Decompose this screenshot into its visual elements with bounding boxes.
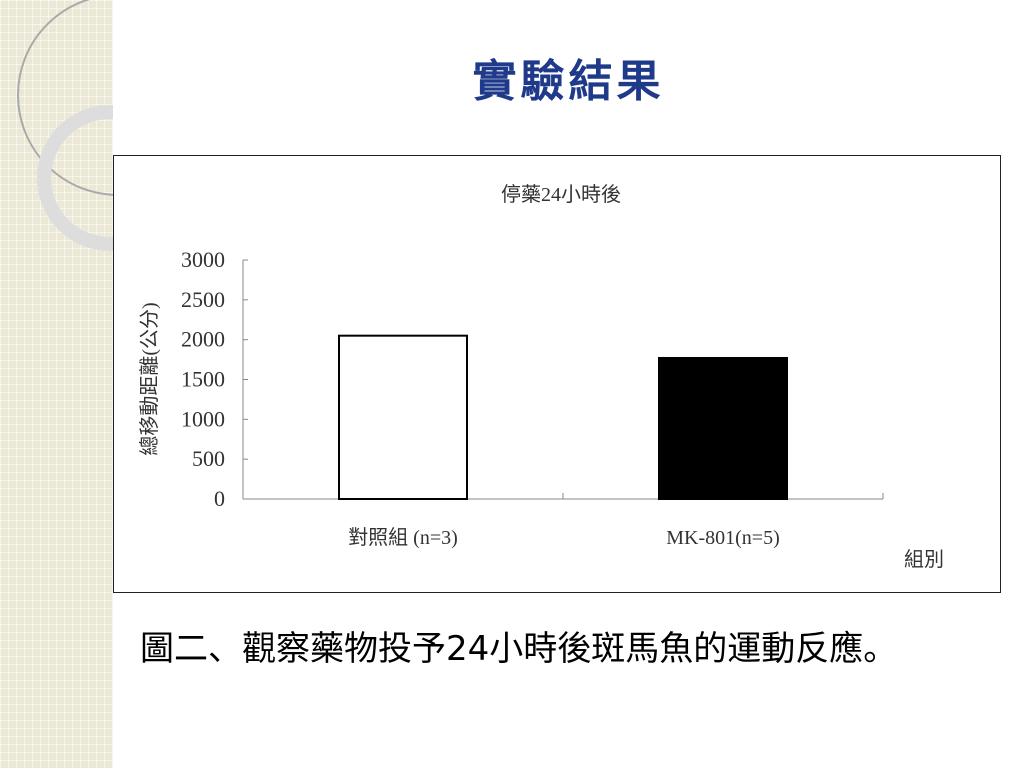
bar-chart: 停藥24小時後 總移動距離(公分) 組別 0 500 1000 1500 2000 250… bbox=[138, 183, 944, 571]
slide-title: 實驗結果 bbox=[472, 56, 665, 107]
y-tick-label: 1500 bbox=[181, 367, 225, 392]
x-tick-label: MK-801(n=5) bbox=[666, 527, 780, 549]
y-tick-label: 0 bbox=[214, 486, 225, 511]
decorative-sidebar bbox=[0, 0, 113, 768]
y-axis-label: 總移動距離(公分) bbox=[138, 302, 161, 455]
chart-title: 停藥24小時後 bbox=[501, 183, 621, 206]
chart-frame: 停藥24小時後 總移動距離(公分) 組別 0 500 1000 1500 2000 250… bbox=[113, 155, 1001, 593]
y-tick-label: 1000 bbox=[181, 406, 225, 431]
x-axis-label: 組別 bbox=[904, 548, 944, 571]
y-tick-label: 500 bbox=[192, 446, 225, 471]
figure-caption: 圖二、觀察藥物投予24小時後斑馬魚的運動反應。 bbox=[140, 629, 898, 669]
bar-1 bbox=[658, 356, 788, 500]
decorative-circles bbox=[17, 0, 113, 251]
y-tick-label: 3000 bbox=[181, 247, 225, 272]
x-tick-label: 對照組 (n=3) bbox=[348, 526, 458, 549]
bar-0 bbox=[338, 334, 468, 500]
y-tick-label: 2000 bbox=[181, 327, 225, 352]
y-tick-label: 2500 bbox=[181, 287, 225, 312]
